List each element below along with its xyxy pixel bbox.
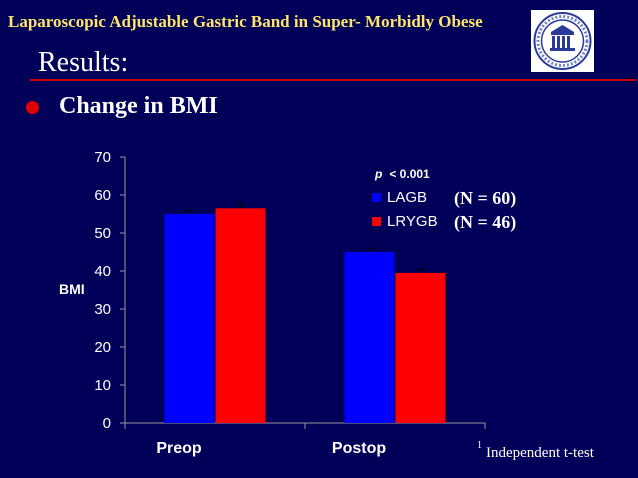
legend-sample-size: (N = 60) [454,188,516,209]
footnote-text: Independent t-test [486,445,595,461]
legend-sample-size: (N = 46) [454,212,516,233]
legend-label-lagb: LAGB [387,189,427,206]
slide-title: Results: [38,47,129,78]
legend-swatch-lrygb [372,217,381,226]
y-tick-label: 20 [94,339,111,356]
y-tick-label: 60 [94,187,111,204]
y-tick-label: 0 [103,415,111,432]
legend-swatch-lagb [372,193,381,202]
legend-label-lrygb: LRYGB [387,213,438,230]
footnote-marker: 1 [477,440,482,451]
title-divider [30,79,636,81]
bar-lagb-postop [344,252,395,423]
p-value-label: p < 0.001 [374,167,430,181]
bar-lrygb-postop [395,272,446,423]
y-tick-label: 30 [94,301,111,318]
y-axis-label: BMI [59,281,85,297]
y-tick-label: 40 [94,263,111,280]
bullet-text: Change in BMI [59,93,218,119]
university-seal-logo [531,10,594,72]
bullet-dot-icon [26,101,39,114]
y-tick-label: 10 [94,377,111,394]
y-tick-label: 70 [94,149,111,166]
bar-lrygb-preop [215,208,266,423]
x-category-label: Postop [332,440,386,457]
bar-lagb-preop [164,214,215,423]
x-category-label: Preop [156,440,202,457]
header-title: Laparoscopic Adjustable Gastric Band in … [8,12,483,31]
y-tick-label: 50 [94,225,111,242]
